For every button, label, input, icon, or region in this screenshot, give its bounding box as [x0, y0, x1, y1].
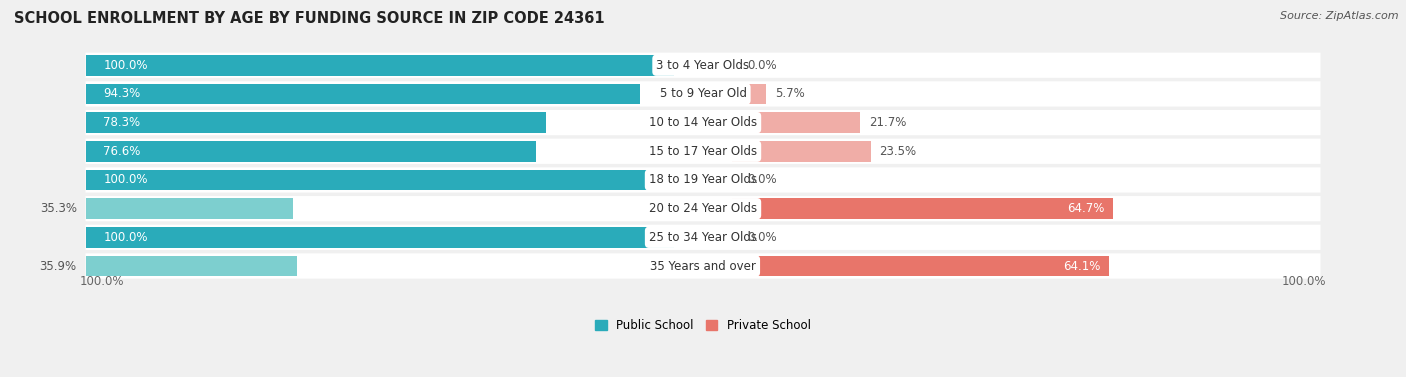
Bar	[86, 198, 292, 219]
Text: 100.0%: 100.0%	[103, 231, 148, 244]
Text: 20 to 24 Year Olds: 20 to 24 Year Olds	[650, 202, 756, 215]
Text: 78.3%: 78.3%	[103, 116, 141, 129]
Text: 100.0%: 100.0%	[80, 275, 124, 288]
Text: 100.0%: 100.0%	[103, 173, 148, 187]
Bar	[86, 55, 673, 75]
Bar	[733, 84, 766, 104]
Text: 23.5%: 23.5%	[879, 145, 917, 158]
Text: 15 to 17 Year Olds: 15 to 17 Year Olds	[650, 145, 756, 158]
Bar	[86, 84, 640, 104]
Bar	[733, 198, 1114, 219]
Bar	[86, 112, 546, 133]
Text: 35 Years and over: 35 Years and over	[650, 259, 756, 273]
Text: 0.0%: 0.0%	[747, 59, 776, 72]
Text: 35.9%: 35.9%	[39, 259, 77, 273]
Bar	[86, 141, 536, 162]
FancyBboxPatch shape	[86, 53, 1320, 78]
Text: 64.7%: 64.7%	[1067, 202, 1104, 215]
Bar	[86, 227, 673, 248]
Text: 100.0%: 100.0%	[103, 59, 148, 72]
Bar	[733, 141, 870, 162]
Text: 35.3%: 35.3%	[39, 202, 77, 215]
Text: 0.0%: 0.0%	[747, 231, 776, 244]
Text: 0.0%: 0.0%	[747, 173, 776, 187]
Text: 10 to 14 Year Olds: 10 to 14 Year Olds	[650, 116, 756, 129]
Text: 21.7%: 21.7%	[869, 116, 907, 129]
Text: 5.7%: 5.7%	[775, 87, 804, 100]
Text: 18 to 19 Year Olds: 18 to 19 Year Olds	[650, 173, 756, 187]
Bar	[86, 170, 673, 190]
Bar	[733, 112, 860, 133]
FancyBboxPatch shape	[86, 225, 1320, 250]
Text: 94.3%: 94.3%	[103, 87, 141, 100]
Text: Source: ZipAtlas.com: Source: ZipAtlas.com	[1281, 11, 1399, 21]
FancyBboxPatch shape	[86, 167, 1320, 193]
FancyBboxPatch shape	[86, 110, 1320, 135]
Text: 64.1%: 64.1%	[1063, 259, 1101, 273]
Text: 5 to 9 Year Old: 5 to 9 Year Old	[659, 87, 747, 100]
Text: 25 to 34 Year Olds: 25 to 34 Year Olds	[650, 231, 756, 244]
FancyBboxPatch shape	[86, 196, 1320, 221]
Bar	[733, 256, 1109, 276]
FancyBboxPatch shape	[86, 81, 1320, 107]
Bar	[86, 256, 297, 276]
Legend: Public School, Private School: Public School, Private School	[591, 314, 815, 337]
Text: SCHOOL ENROLLMENT BY AGE BY FUNDING SOURCE IN ZIP CODE 24361: SCHOOL ENROLLMENT BY AGE BY FUNDING SOUR…	[14, 11, 605, 26]
FancyBboxPatch shape	[86, 253, 1320, 279]
FancyBboxPatch shape	[86, 139, 1320, 164]
Text: 100.0%: 100.0%	[1282, 275, 1326, 288]
Text: 76.6%: 76.6%	[103, 145, 141, 158]
Text: 3 to 4 Year Olds: 3 to 4 Year Olds	[657, 59, 749, 72]
